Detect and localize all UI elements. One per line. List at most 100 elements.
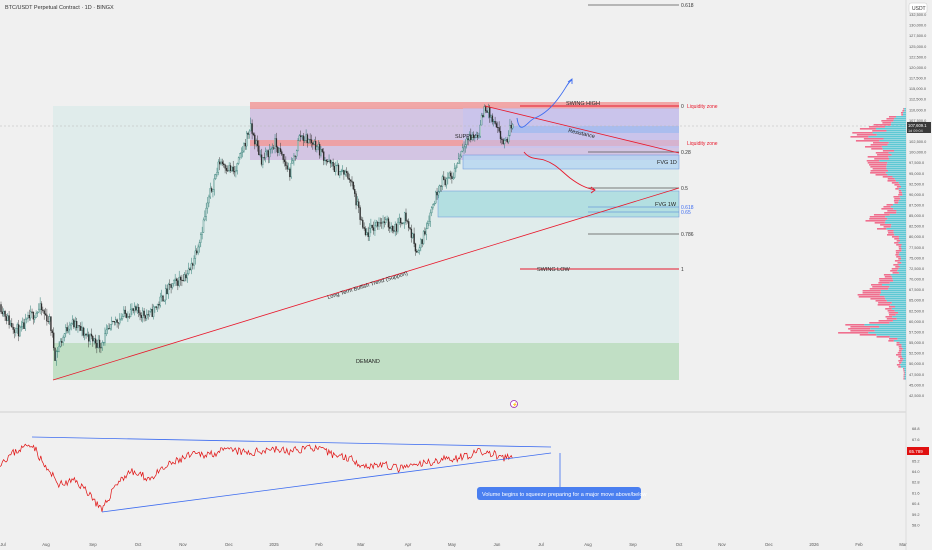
fvg-1w-label: FVG 1W	[655, 202, 677, 208]
candle-body	[19, 326, 21, 337]
rsi-tick-label: 60.4	[912, 501, 920, 506]
candle-body	[239, 153, 241, 158]
candle-body	[472, 134, 475, 138]
volume-profile-bar	[901, 244, 906, 246]
candle-body	[12, 326, 14, 330]
candle-body	[479, 124, 481, 137]
candle-body	[202, 219, 205, 233]
volume-profile-bar	[894, 118, 906, 120]
price-tick-label: 62,500.0	[909, 308, 925, 313]
event-marker-icon[interactable]	[510, 400, 518, 408]
candle-body	[48, 316, 51, 322]
candle-body	[179, 276, 182, 281]
candle-body	[24, 318, 26, 329]
volume-profile-bar	[870, 172, 886, 174]
candle-body	[21, 322, 24, 327]
rsi-axis: 68.867.666.465.264.062.861.660.459.258.0	[912, 426, 920, 527]
volume-profile-bar	[894, 198, 901, 200]
volume-profile-bar	[888, 306, 896, 308]
long-term-trendline	[52, 187, 680, 381]
volume-profile-bar	[888, 142, 906, 144]
volume-profile-bar	[838, 332, 869, 334]
volume-profile-bar	[902, 110, 905, 112]
candle-body	[487, 107, 490, 113]
candle-body	[231, 166, 233, 172]
candle-body	[117, 322, 120, 324]
candle-body	[455, 166, 457, 169]
candle-body	[139, 312, 141, 316]
volume-profile-bar	[898, 356, 902, 358]
candle-body	[491, 115, 494, 122]
volume-profile-bar	[898, 202, 906, 204]
candle-body	[135, 306, 137, 311]
candle-body	[88, 334, 90, 342]
candle-body	[232, 166, 234, 172]
volume-profile-bar	[879, 140, 906, 142]
candle-body	[93, 338, 95, 342]
volume-profile-bar	[893, 264, 899, 266]
volume-profile-bar	[899, 358, 904, 360]
price-tick-label: 130,000.0	[909, 23, 927, 28]
fib-0618-label: 0.618	[681, 3, 694, 9]
candle-body	[30, 311, 32, 319]
candle-body	[308, 139, 310, 144]
volume-profile-bar	[902, 114, 906, 116]
volume-profile-bar	[899, 240, 906, 242]
candle-body	[313, 140, 315, 145]
volume-profile-bar	[883, 274, 891, 276]
volume-profile-bar	[895, 188, 899, 190]
volume-profile-bar	[904, 372, 906, 374]
volume-profile-bar	[894, 202, 899, 204]
volume-profile-bar	[886, 164, 906, 166]
candle-body	[448, 172, 450, 178]
time-tick-label: Nov	[179, 542, 187, 547]
volume-profile-bar	[893, 196, 900, 198]
volume-profile-bar	[893, 280, 906, 282]
volume-profile-bar	[880, 292, 906, 294]
candle-body	[498, 127, 500, 132]
time-tick-label: Jun	[494, 542, 501, 547]
candle-body	[349, 179, 352, 182]
candle-body	[324, 159, 326, 161]
volume-profile-bar	[884, 222, 906, 224]
candle-body	[190, 263, 193, 271]
candle-body	[483, 106, 485, 118]
price-tick-label: 42,500.0	[909, 393, 925, 398]
candle-body	[393, 230, 395, 232]
candle-body	[270, 148, 272, 150]
candle-body	[42, 309, 44, 311]
volume-profile-bar	[896, 116, 906, 118]
candle-body	[69, 324, 71, 330]
candle-body	[344, 171, 346, 175]
candle-body	[13, 329, 16, 333]
price-tick-label: 70,000.0	[909, 277, 925, 282]
candle-body	[320, 149, 322, 156]
candle-body	[266, 150, 268, 152]
candle-body	[102, 342, 105, 344]
volume-profile-bar	[886, 318, 897, 320]
candle-body	[7, 315, 9, 321]
candle-body	[333, 166, 336, 172]
volume-profile-bar	[892, 272, 899, 274]
price-tick-label: 52,500.0	[909, 351, 925, 356]
candle-body	[372, 227, 375, 231]
volume-profile-bar	[894, 178, 906, 180]
candle-body	[494, 121, 496, 124]
volume-profile-bar	[901, 262, 906, 264]
rsi-note-text: Volume begins to squeeze preparing for a…	[482, 492, 647, 498]
candle-body	[285, 161, 287, 166]
candle-body	[259, 154, 261, 156]
volume-profile-bar	[880, 290, 906, 292]
currency-button[interactable]	[908, 2, 928, 14]
volume-profile-bar	[898, 190, 902, 192]
candle-body	[391, 226, 394, 231]
candle-body	[173, 279, 175, 284]
candle-body	[244, 143, 247, 147]
volume-profile-bar	[867, 156, 889, 158]
volume-profile-bar	[901, 354, 906, 356]
candle-body	[503, 140, 506, 145]
currency-button-label[interactable]: USDT	[912, 6, 926, 12]
volume-profile-bar	[898, 366, 901, 368]
volume-profile-bar	[903, 358, 906, 360]
